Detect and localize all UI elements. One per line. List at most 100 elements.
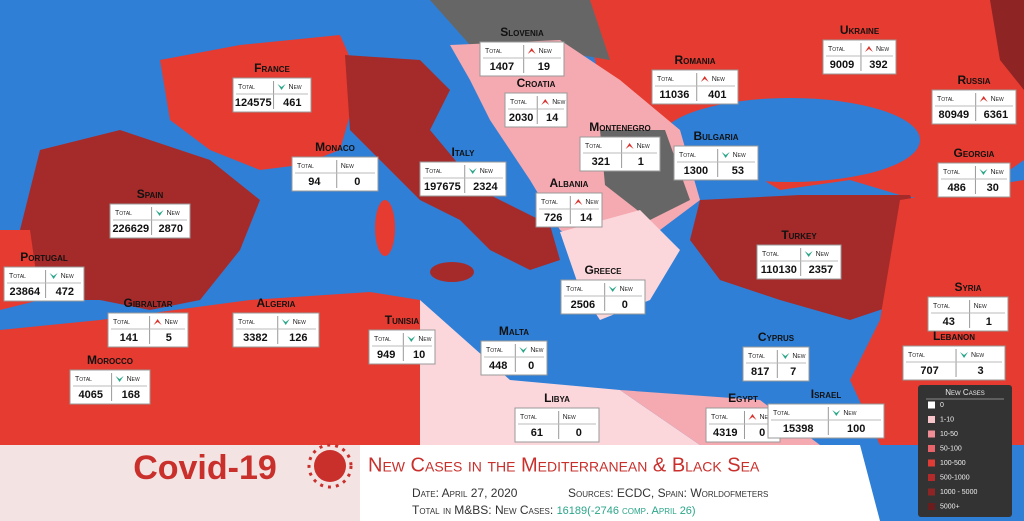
legend-swatch bbox=[928, 430, 935, 438]
total-header: Total bbox=[520, 414, 537, 421]
island bbox=[430, 262, 474, 282]
box bbox=[902, 345, 1006, 381]
country-name: Russia bbox=[957, 73, 990, 87]
legend-label: 0 bbox=[940, 402, 944, 409]
legend-swatch bbox=[928, 401, 935, 409]
new-value: 3 bbox=[977, 365, 983, 377]
new-header: New bbox=[341, 163, 354, 170]
box bbox=[756, 244, 842, 280]
new-value: 5 bbox=[166, 332, 172, 344]
title: Covid-19 bbox=[133, 449, 277, 487]
new-header: New bbox=[552, 99, 565, 106]
trend-down bbox=[468, 168, 477, 174]
trend-down bbox=[519, 347, 528, 353]
country-name: Gibraltar bbox=[123, 296, 172, 310]
country-box: Greece Total New 2506 0 bbox=[560, 263, 646, 315]
total-header: Total bbox=[485, 48, 502, 55]
new-header: New bbox=[539, 48, 552, 55]
country-name: Algeria bbox=[257, 296, 296, 310]
new-header: New bbox=[876, 46, 889, 53]
new-value: 2870 bbox=[159, 223, 183, 235]
new-header: New bbox=[289, 84, 302, 91]
new-value: 392 bbox=[869, 59, 887, 71]
total-value: 141 bbox=[120, 332, 138, 344]
total-header: Total bbox=[75, 376, 92, 383]
total-value: 61 bbox=[531, 427, 543, 439]
total-value: 80949 bbox=[939, 109, 970, 121]
sources: Sources: ECDC, Spain: Worldofmeters bbox=[568, 486, 768, 500]
new-header: New bbox=[165, 319, 178, 326]
total-value: 124575 bbox=[235, 97, 272, 109]
country-name: Greece bbox=[585, 263, 623, 277]
country-box: Turkey Total New 110130 2357 bbox=[756, 228, 842, 280]
banner-left bbox=[0, 445, 360, 521]
box bbox=[232, 312, 320, 348]
total-value: 949 bbox=[377, 349, 395, 361]
total-value: 94 bbox=[308, 176, 321, 188]
new-value: 2357 bbox=[809, 264, 833, 276]
land bbox=[990, 0, 1024, 90]
country-name: Georgia bbox=[954, 146, 995, 160]
box bbox=[107, 312, 189, 348]
total-value: 110130 bbox=[761, 264, 797, 276]
total-value: 226629 bbox=[112, 223, 149, 235]
country-box: Morocco Total New 4065 168 bbox=[69, 353, 151, 405]
country-name: Ukraine bbox=[840, 23, 880, 37]
country-box: France Total New 124575 461 bbox=[232, 61, 312, 113]
total-header: Total bbox=[566, 286, 583, 293]
change-note: (-2746 comp. April 26) bbox=[587, 505, 695, 517]
total-value: 197675 bbox=[424, 181, 461, 193]
box bbox=[368, 329, 436, 365]
total-value: 707 bbox=[920, 365, 938, 377]
new-value: 14 bbox=[580, 212, 593, 224]
country-box: Albania Total New 726 14 bbox=[535, 176, 603, 228]
total-header: Total bbox=[679, 152, 696, 159]
total-value: 321 bbox=[592, 156, 610, 168]
new-header: New bbox=[293, 319, 306, 326]
new-header: New bbox=[530, 347, 543, 354]
new-value: 1 bbox=[638, 156, 644, 168]
trend-up bbox=[979, 96, 988, 102]
new-value: 1 bbox=[986, 316, 992, 328]
legend-label: 50-100 bbox=[940, 445, 962, 452]
box bbox=[560, 279, 646, 315]
total-value: 1407 bbox=[490, 61, 514, 73]
total-value: 2506 bbox=[571, 299, 595, 311]
trend-up bbox=[864, 46, 873, 52]
box bbox=[927, 296, 1009, 332]
country-name: Lebanon bbox=[933, 329, 975, 343]
trend-up bbox=[700, 76, 709, 82]
total-header: Total bbox=[374, 336, 391, 343]
box bbox=[291, 156, 379, 192]
total-new: 16189 bbox=[557, 505, 588, 517]
new-value: 126 bbox=[289, 332, 307, 344]
new-header: New bbox=[974, 303, 987, 310]
box bbox=[673, 145, 759, 181]
new-header: New bbox=[843, 410, 856, 417]
country-box: Monaco Total New 94 0 bbox=[291, 140, 379, 192]
total-header: Total bbox=[541, 199, 558, 206]
virus-icon bbox=[307, 443, 353, 489]
legend-box bbox=[918, 385, 1012, 517]
box bbox=[931, 89, 1017, 125]
legend-label: 10-50 bbox=[940, 431, 958, 438]
total-header: Total bbox=[711, 414, 728, 421]
country-name: Montenegro bbox=[589, 120, 651, 134]
trend-down bbox=[281, 319, 290, 325]
trend-down bbox=[49, 273, 58, 279]
total-value: 726 bbox=[544, 212, 562, 224]
total-header: Total bbox=[510, 99, 527, 106]
box bbox=[535, 192, 603, 228]
country-box: Lebanon Total New 707 3 bbox=[902, 329, 1006, 381]
total-header: Total bbox=[238, 84, 255, 91]
new-header: New bbox=[759, 414, 772, 421]
country-name: Romania bbox=[674, 53, 715, 67]
country-name: Spain bbox=[137, 187, 164, 201]
total-value: 486 bbox=[948, 182, 966, 194]
box bbox=[69, 369, 151, 405]
total-header: Total bbox=[828, 46, 845, 53]
country-name: Bulgaria bbox=[693, 129, 738, 143]
country-box: Gibraltar Total New 141 5 bbox=[107, 296, 189, 348]
trend-down bbox=[804, 251, 813, 257]
